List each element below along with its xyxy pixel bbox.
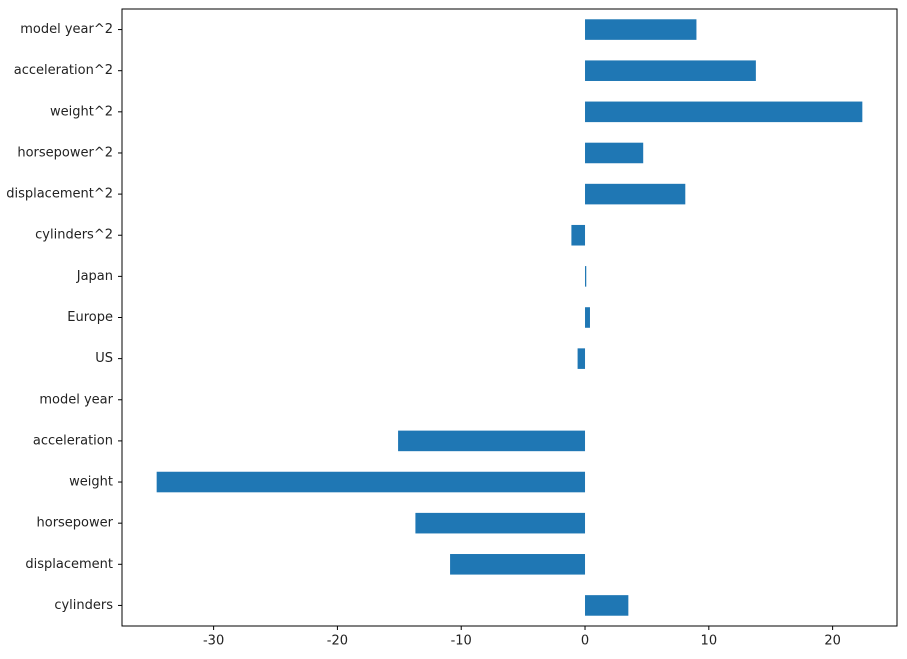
- bar: [156, 471, 586, 493]
- y-tick-label: model year: [39, 392, 113, 407]
- x-tick-label: -20: [327, 634, 348, 649]
- y-tick-label: horsepower^2: [17, 145, 113, 160]
- x-tick-label: 0: [581, 634, 589, 649]
- y-tick-label: Japan: [76, 269, 113, 284]
- y-tick-label: US: [95, 351, 113, 366]
- x-tick-label: 20: [824, 634, 841, 649]
- y-tick-label: cylinders: [54, 598, 113, 613]
- bar: [585, 101, 863, 123]
- y-tick-label: acceleration^2: [14, 63, 113, 78]
- y-tick-label: cylinders^2: [35, 228, 113, 243]
- y-tick-label: displacement^2: [6, 187, 113, 202]
- bar: [585, 266, 587, 287]
- bar: [585, 595, 629, 616]
- y-tick-label: Europe: [67, 310, 113, 325]
- y-tick-label: model year^2: [20, 22, 113, 37]
- y-tick-label: weight: [69, 475, 113, 490]
- bar: [585, 19, 697, 40]
- bar: [585, 60, 756, 81]
- bar: [585, 142, 644, 164]
- bar: [585, 307, 590, 328]
- bar: [450, 554, 586, 575]
- x-tick-label: -30: [203, 634, 224, 649]
- bar: [571, 224, 586, 246]
- y-tick-label: displacement: [25, 557, 113, 572]
- y-tick-label: weight^2: [50, 104, 113, 119]
- y-tick-label: acceleration: [33, 433, 113, 448]
- bar: [577, 348, 586, 369]
- y-tick-label: horsepower: [37, 516, 114, 531]
- bar: [415, 512, 586, 534]
- bar: [585, 183, 686, 205]
- x-tick-label: 10: [701, 634, 718, 649]
- bar: [398, 430, 586, 452]
- x-tick-label: -10: [451, 634, 472, 649]
